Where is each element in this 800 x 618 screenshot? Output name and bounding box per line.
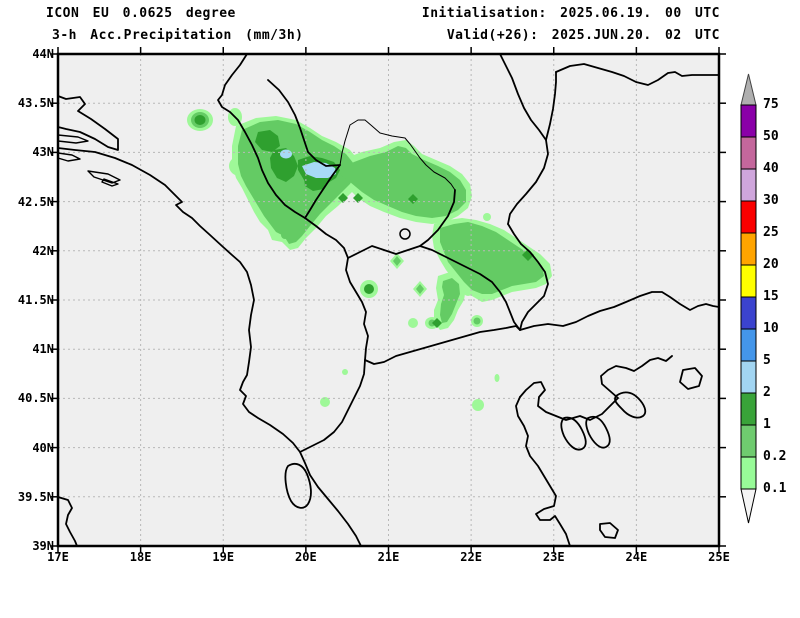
map-canvas xyxy=(51,47,726,553)
colorbar-label: 25 xyxy=(763,225,779,240)
coastline-chalkidiki-finger2 xyxy=(585,415,611,449)
colorbar-segment xyxy=(740,328,757,362)
colorbar-segment xyxy=(740,136,757,170)
colorbar-label: 50 xyxy=(763,129,779,144)
colorbar-label: 1 xyxy=(763,417,771,432)
colorbar-segment xyxy=(740,360,757,394)
parameter-title: 3-h Acc.Precipitation (mm/3h) xyxy=(52,28,304,43)
coastline-thasos xyxy=(679,367,703,390)
border-montenegro-albania-kosovo xyxy=(304,217,369,361)
colorbar-segment xyxy=(740,232,757,266)
colorbar-label: 40 xyxy=(763,161,779,176)
colorbar xyxy=(740,73,757,524)
colorbar-label: 0.2 xyxy=(763,449,787,464)
colorbar-segment xyxy=(740,104,757,138)
colorbar-arrow-top xyxy=(740,73,757,106)
colorbar-label: 30 xyxy=(763,193,779,208)
colorbar-label: 0.1 xyxy=(763,481,787,496)
coastline-adriatic xyxy=(58,147,362,546)
border-greece-bulgaria xyxy=(519,291,719,331)
coastline-corfu xyxy=(284,462,312,509)
border-drina xyxy=(267,79,341,167)
border-danube-link xyxy=(545,71,557,141)
border-kosovo-thin xyxy=(339,119,456,191)
border-bulgaria-romania xyxy=(555,63,719,86)
border-macedonia-north xyxy=(347,245,521,331)
coastline-aegean xyxy=(519,355,673,421)
colorbar-arrow-bottom xyxy=(740,488,757,524)
coastline-chalkidiki-finger3 xyxy=(614,391,647,419)
border-serbia-bulgaria xyxy=(507,223,549,331)
border-albania-greece xyxy=(299,359,366,453)
colorbar-segment xyxy=(740,456,757,490)
colorbar-label: 20 xyxy=(763,257,779,272)
colorbar-segment xyxy=(740,168,757,202)
colorbar-label: 2 xyxy=(763,385,771,400)
colorbar-segments xyxy=(740,104,757,490)
coastline-greece-west xyxy=(515,396,571,546)
colorbar-segment xyxy=(740,392,757,426)
colorbar-segment xyxy=(740,424,757,458)
map-frame xyxy=(56,52,721,548)
border-kosovo-east xyxy=(419,189,456,247)
border-macedonia-greece xyxy=(364,325,521,365)
colorbar-segment xyxy=(740,264,757,298)
border-bosnia-west xyxy=(217,54,306,219)
colorbar-segment xyxy=(740,296,757,330)
boundary-loop xyxy=(399,228,411,240)
colorbar-label: 75 xyxy=(763,97,779,112)
initialisation-time: Initialisation: 2025.06.19. 00 UTC xyxy=(421,6,720,21)
axis-ticks xyxy=(51,47,726,553)
grid-lines xyxy=(58,54,719,546)
coastline-islands xyxy=(58,134,121,187)
coastline-dalmatia-peninsula xyxy=(58,95,119,151)
border-montenegro-serbia xyxy=(304,164,341,219)
colorbar-label: 15 xyxy=(763,289,779,304)
coastline-italy-heel xyxy=(58,496,78,546)
coastline-chalkidiki-finger1 xyxy=(560,416,587,451)
coastlines-borders xyxy=(58,54,719,546)
colorbar-segment xyxy=(740,200,757,234)
colorbar-label: 10 xyxy=(763,321,779,336)
coastline-sporades xyxy=(599,522,619,539)
model-title: ICON EU 0.0625 degree xyxy=(46,6,236,21)
colorbar-label: 5 xyxy=(763,353,771,368)
valid-time: Valid(+26): 2025.JUN.20. 02 UTC xyxy=(446,28,720,43)
